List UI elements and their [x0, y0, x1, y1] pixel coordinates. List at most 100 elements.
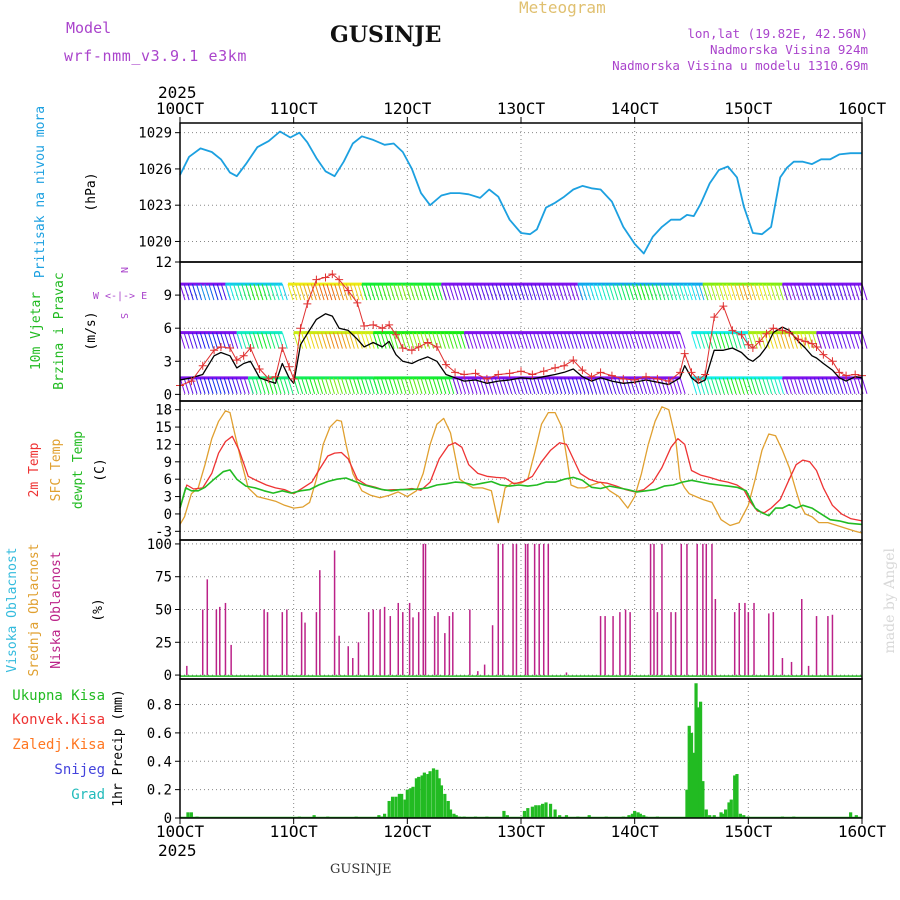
wind-barb [698, 283, 705, 301]
low-cloud-axis-title: Niska Oblacnost [49, 551, 64, 668]
precip-bar [420, 775, 424, 818]
gust-marker [587, 372, 596, 381]
wind-barb [303, 283, 310, 301]
gust-marker [630, 376, 639, 385]
wind-legend-compass: W <-|-> E [93, 291, 147, 302]
wind-barb [804, 332, 810, 349]
wind-barb [428, 332, 435, 349]
x-tick-label-bottom: 13OCT [497, 822, 546, 841]
wind-barb [494, 332, 501, 349]
x-tick-label-top: 13OCT [497, 99, 546, 118]
wind-barb [594, 377, 601, 394]
clouds-ytick-label: 75 [155, 570, 172, 586]
wind-barb [569, 283, 576, 301]
wind-barb [447, 332, 454, 349]
wind-barb [325, 377, 331, 394]
x-tick-label-top: 15OCT [724, 99, 773, 118]
wind-barb [690, 283, 697, 301]
wind-barb [625, 332, 632, 349]
precip-bar [387, 800, 391, 818]
precip-bar [502, 810, 506, 818]
temp-2m-line [179, 435, 863, 522]
wind-barb [227, 377, 234, 394]
precip-bar [377, 815, 381, 818]
wind-barb [452, 377, 459, 394]
wind-barb [671, 283, 678, 301]
precip-bar [735, 774, 739, 818]
wind-barb [734, 283, 741, 301]
wind-barb [592, 283, 599, 301]
meteogram-title: Meteogram [519, 0, 606, 17]
wind-barb [710, 283, 717, 301]
wind-barb [253, 283, 260, 301]
gust-marker [296, 324, 305, 333]
wind-barb [459, 332, 466, 349]
wind-barb [269, 332, 276, 349]
wind-barb [204, 283, 211, 301]
wind-barb [719, 332, 726, 349]
wind-barb [443, 332, 450, 349]
wind-barb [735, 332, 742, 349]
precip-bar [435, 769, 439, 818]
wind-barb [336, 377, 343, 394]
wind-barb [533, 332, 540, 349]
wind-barb [432, 283, 439, 301]
wind-barb [845, 283, 852, 301]
wind-barb [228, 332, 235, 349]
x-tick-label-top: 12OCT [383, 99, 432, 118]
wind-barb [199, 377, 206, 394]
precip-bar [633, 810, 637, 818]
wind-barb [602, 332, 609, 349]
wind-barb [507, 283, 514, 301]
wind-barb [821, 377, 828, 394]
wind-barb [183, 377, 190, 394]
wind-barb [405, 283, 412, 301]
wind-barb [710, 377, 717, 394]
wind-ytick-label: 12 [155, 255, 172, 271]
wind-barb [602, 377, 609, 394]
wind-barb [261, 332, 268, 349]
wind-barb [400, 332, 407, 349]
precip-bar [704, 809, 708, 818]
wind-barb [817, 283, 824, 301]
wind-barb [671, 332, 678, 349]
wind-barb [853, 332, 860, 349]
gust-marker [353, 298, 362, 307]
wind-barb [571, 332, 578, 349]
wind-barb [614, 332, 621, 349]
wind-barb [207, 332, 214, 349]
wind-barb [564, 377, 571, 394]
wind-barb [191, 283, 198, 301]
wind-barb [448, 283, 455, 301]
x-tick-label-bottom: 16OCT [838, 822, 887, 841]
wind-barb [617, 332, 624, 349]
wind-barb [330, 283, 337, 301]
wind-barb [326, 283, 333, 301]
high-cloud-axis-title: Visoka Oblacnost [5, 547, 20, 672]
gust-marker [441, 360, 450, 369]
wind-barb [265, 283, 272, 301]
wind-barb [751, 332, 758, 349]
wind-barb [328, 332, 335, 349]
gust-marker [407, 346, 416, 355]
wind-barb [644, 332, 651, 349]
gust-marker [423, 338, 432, 347]
gust-marker [494, 370, 503, 379]
wind-barb [380, 332, 387, 349]
gust-marker [482, 374, 491, 383]
wind-barb [738, 283, 745, 301]
wind-barb [556, 332, 563, 349]
precip-ytick-label: 0.2 [147, 783, 172, 799]
wind-barb [239, 377, 246, 394]
temp-2m-axis-title: 2m Temp [27, 442, 42, 497]
wind-barb [436, 332, 442, 349]
precip-bar [719, 812, 723, 818]
wind-barb [530, 283, 537, 301]
wind-barb [401, 283, 408, 301]
gust-marker [737, 330, 746, 339]
wind-barb [589, 283, 596, 301]
x-tick-label-bottom: 11OCT [270, 822, 319, 841]
wind-barb [824, 332, 831, 349]
wind-barb [656, 332, 663, 349]
precip-bar [446, 800, 450, 818]
